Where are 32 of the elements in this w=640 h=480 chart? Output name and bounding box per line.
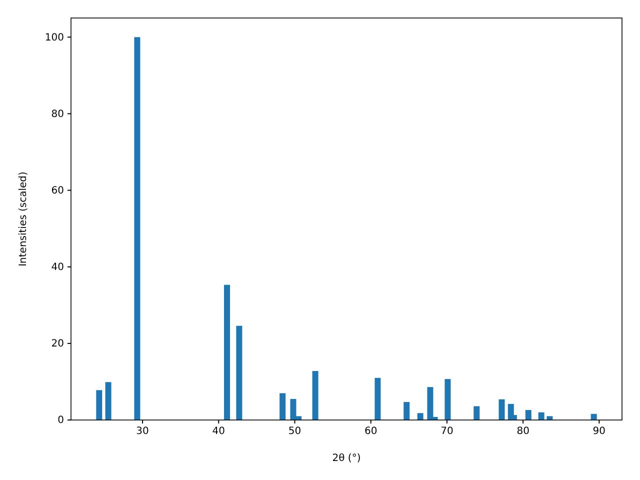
bar — [590, 414, 597, 420]
bar — [224, 284, 230, 420]
x-tick-label: 60 — [364, 426, 378, 438]
y-tick-label: 40 — [51, 262, 64, 274]
bar — [280, 393, 286, 420]
bar — [236, 326, 242, 420]
x-axis-title: 2θ (°) — [332, 453, 361, 464]
x-tick-label: 30 — [136, 426, 149, 438]
x-tick-label: 70 — [440, 426, 454, 438]
bar — [474, 406, 480, 420]
y-axis-title: Intensities (scaled) — [18, 171, 29, 266]
y-tick-label: 80 — [51, 108, 64, 120]
bar — [538, 412, 544, 420]
x-tick-label: 50 — [288, 426, 302, 438]
bar — [105, 382, 112, 420]
y-tick-label: 20 — [51, 338, 64, 350]
bar — [546, 416, 553, 420]
bar — [134, 37, 140, 420]
y-tick-label: 60 — [51, 185, 64, 196]
bar — [96, 390, 102, 420]
bar — [525, 410, 532, 420]
bar — [498, 399, 505, 420]
bar — [444, 379, 451, 420]
bar — [374, 378, 381, 420]
y-tick-label: 0 — [58, 415, 64, 426]
bar — [417, 413, 424, 420]
y-tick-label: 100 — [44, 32, 64, 44]
bar — [312, 370, 318, 420]
x-tick-label: 80 — [516, 426, 530, 438]
x-tick-label: 90 — [592, 426, 606, 438]
bar — [404, 402, 410, 420]
x-tick-label: 40 — [212, 426, 226, 438]
